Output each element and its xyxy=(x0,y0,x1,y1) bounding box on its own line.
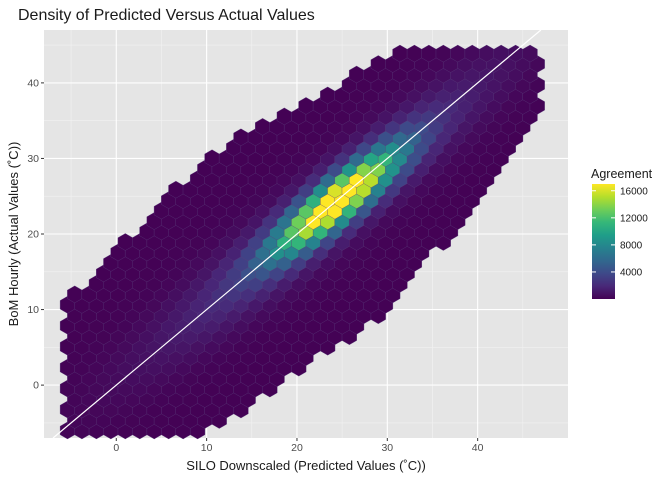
hexbin-cells xyxy=(59,44,545,440)
y-tick-label: 20 xyxy=(27,229,39,241)
colorbar-legend: Agreement 4000 8000 12000 16000 xyxy=(591,167,653,299)
identity-reference-line xyxy=(52,29,542,439)
legend-title: Agreement xyxy=(591,167,653,181)
y-axis-ticks: 0 10 20 30 40 xyxy=(27,77,44,392)
y-tick-label: 0 xyxy=(33,380,39,392)
colorbar xyxy=(592,184,615,299)
y-axis-title: BoM Hourly (Actual Values (˚C)) xyxy=(6,142,21,327)
x-tick-label: 30 xyxy=(381,442,393,454)
x-tick-label: 10 xyxy=(201,442,213,454)
legend-tick-label: 16000 xyxy=(620,186,648,197)
chart-title: Density of Predicted Versus Actual Value… xyxy=(18,7,315,24)
y-tick-label: 30 xyxy=(27,153,39,165)
x-tick-label: 20 xyxy=(291,442,303,454)
x-axis-ticks: 0 10 20 30 40 xyxy=(113,438,484,454)
y-tick-label: 10 xyxy=(27,304,39,316)
x-tick-label: 40 xyxy=(472,442,484,454)
legend-ticks: 4000 8000 12000 16000 xyxy=(592,186,648,278)
legend-tick-label: 4000 xyxy=(620,267,643,278)
legend-tick-label: 12000 xyxy=(620,213,648,224)
legend-tick-label: 8000 xyxy=(620,240,643,251)
x-tick-label: 0 xyxy=(113,442,119,454)
hex-cell xyxy=(522,44,538,63)
y-tick-label: 40 xyxy=(27,77,39,89)
x-axis-title: SILO Downscaled (Predicted Values (˚C)) xyxy=(186,458,426,473)
